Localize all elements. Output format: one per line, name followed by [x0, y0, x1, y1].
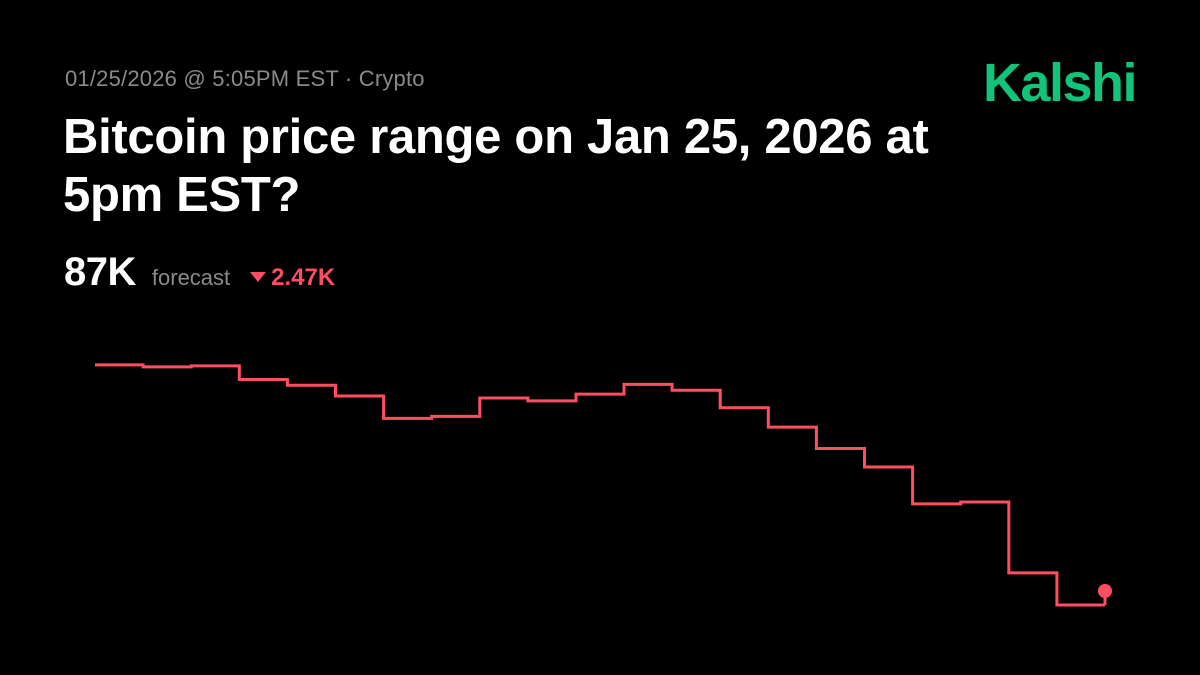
down-triangle-icon — [250, 272, 267, 282]
forecast-label: forecast — [151, 265, 231, 290]
market-title: Bitcoin price range on Jan 25, 2026 at 5… — [63, 110, 929, 222]
forecast-change-value: 2.47K — [271, 264, 336, 291]
forecast-value: 87K — [64, 250, 136, 294]
kalshi-logo[interactable]: Kalshi — [982, 53, 1138, 113]
forecast-summary: 87K forecast 2.47K — [64, 250, 335, 295]
current-price-marker — [1098, 584, 1112, 598]
market-meta: 01/25/2026 @ 5:05PM EST · Crypto — [65, 66, 425, 91]
price-series-line — [95, 363, 1105, 607]
forecast-change: 2.47K — [250, 264, 335, 292]
